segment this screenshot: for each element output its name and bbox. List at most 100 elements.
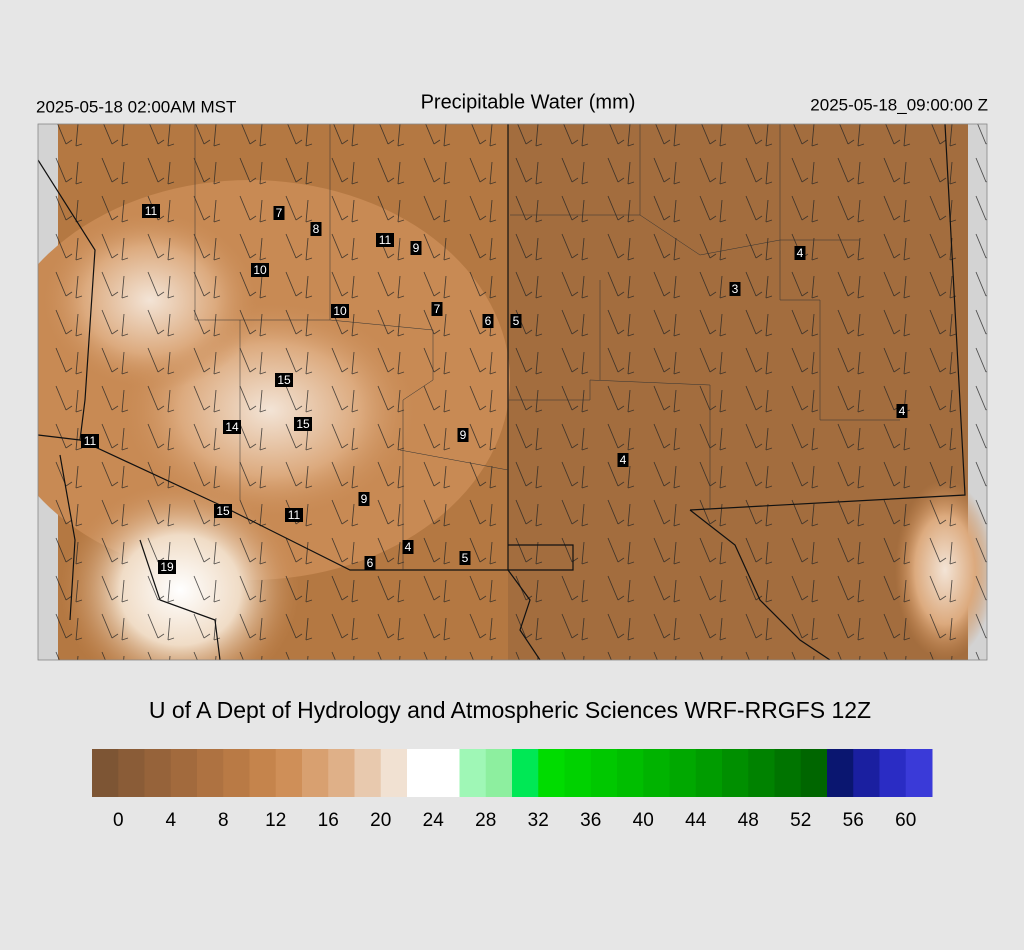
station-box [214,504,232,518]
station-box [729,282,741,296]
colorbar-segment [223,749,250,797]
station-value: 4 [797,246,804,260]
colorbar-tick-label: 36 [580,810,601,831]
station-value: 4 [405,540,412,554]
station-box [142,204,160,218]
station-value: 11 [379,233,392,247]
colorbar-segment [407,749,434,797]
station-value: 4 [620,453,627,467]
station-box [310,222,322,236]
station-value: 15 [296,417,310,431]
station-box [402,540,414,554]
valid-utc: 2025-05-18_09:00:00 Z [810,95,988,114]
station-value: 6 [485,314,492,328]
colorbar-segment [617,749,644,797]
colorbar-segment [538,749,565,797]
station-box [431,302,443,316]
station-value: 6 [367,556,374,570]
station-value: 8 [313,222,320,236]
station-value: 11 [288,508,301,522]
colorbar-segment [118,749,145,797]
station-box [294,417,312,431]
station-value: 11 [145,204,158,218]
colorbar-segment [249,749,277,797]
station-value: 10 [253,263,267,277]
colorbar-segment [275,749,303,797]
station-box [358,492,370,506]
station-value: 7 [434,302,441,316]
valid-local: 2025-05-18 02:00AM MST [36,97,236,116]
station-box [410,241,422,255]
colorbar-segment [905,749,933,797]
colorbar-tick-label: 0 [113,810,124,831]
colorbar-segment [774,749,802,797]
station-value: 15 [216,504,230,518]
colorbar-segment [512,749,539,797]
station-value: 4 [899,404,906,418]
colorbar-segment [197,749,224,797]
colorbar-segment [302,749,329,797]
colorbar-segment [695,749,723,797]
station-box [457,428,469,442]
station-box [81,434,99,448]
colorbar-tick-label: 4 [165,810,176,831]
colorbar-segment [170,749,198,797]
station-value: 9 [460,428,467,442]
colorbar-segment [564,749,592,797]
station-box [275,373,293,387]
station-value: 15 [277,373,291,387]
station-box [273,206,285,220]
colorbar-segment [643,749,670,797]
colorbar-segment [459,749,487,797]
station-box [331,304,349,318]
map-frame [37,123,988,661]
colorbar-tick-label: 20 [370,810,391,831]
map [38,124,987,660]
colorbar-segment [328,749,355,797]
colorbar-segment [879,749,907,797]
colorbar-tick-label: 56 [843,810,864,831]
station-box [376,233,394,247]
station-box [482,314,494,328]
colorbar-segment [380,749,408,797]
colorbar-segment [669,749,697,797]
station-value: 9 [361,492,368,506]
colorbar-tick-label: 24 [423,810,445,831]
station-box [510,314,522,328]
station-value: 11 [84,434,97,448]
colorbar-tick-label: 32 [528,810,549,831]
colorbar-segment [354,749,382,797]
station-box [285,508,303,522]
colorbar-segment [722,749,749,797]
colorbar-tick-label: 44 [685,810,707,831]
colorbar-tick-label: 48 [738,810,759,831]
colorbar-tick-label: 12 [265,810,286,831]
station-value: 9 [413,241,420,255]
colorbar-tick-label: 52 [790,810,811,831]
colorbar-tick-label: 60 [895,810,916,831]
station-value: 19 [160,560,174,574]
station-box [794,246,806,260]
station-value: 5 [462,551,469,565]
colorbar-segment [748,749,775,797]
colorbar-segment [144,749,172,797]
colorbar-segment [485,749,513,797]
station-box [459,551,471,565]
station-value: 10 [333,304,347,318]
colorbar-segment [433,749,460,797]
colorbar-segment [590,749,618,797]
station-box [158,560,176,574]
colorbar-segment [827,749,854,797]
colorbar-segment [853,749,880,797]
station-value: 5 [513,314,520,328]
colorbar-tick-label: 40 [633,810,654,831]
station-value: 14 [225,420,239,434]
colorbar-segment [92,749,119,797]
station-box [896,404,908,418]
station-box [617,453,629,467]
colorbar-segment [800,749,828,797]
station-box [251,263,269,277]
colorbar-tick-label: 16 [318,810,339,831]
station-value: 7 [276,206,283,220]
